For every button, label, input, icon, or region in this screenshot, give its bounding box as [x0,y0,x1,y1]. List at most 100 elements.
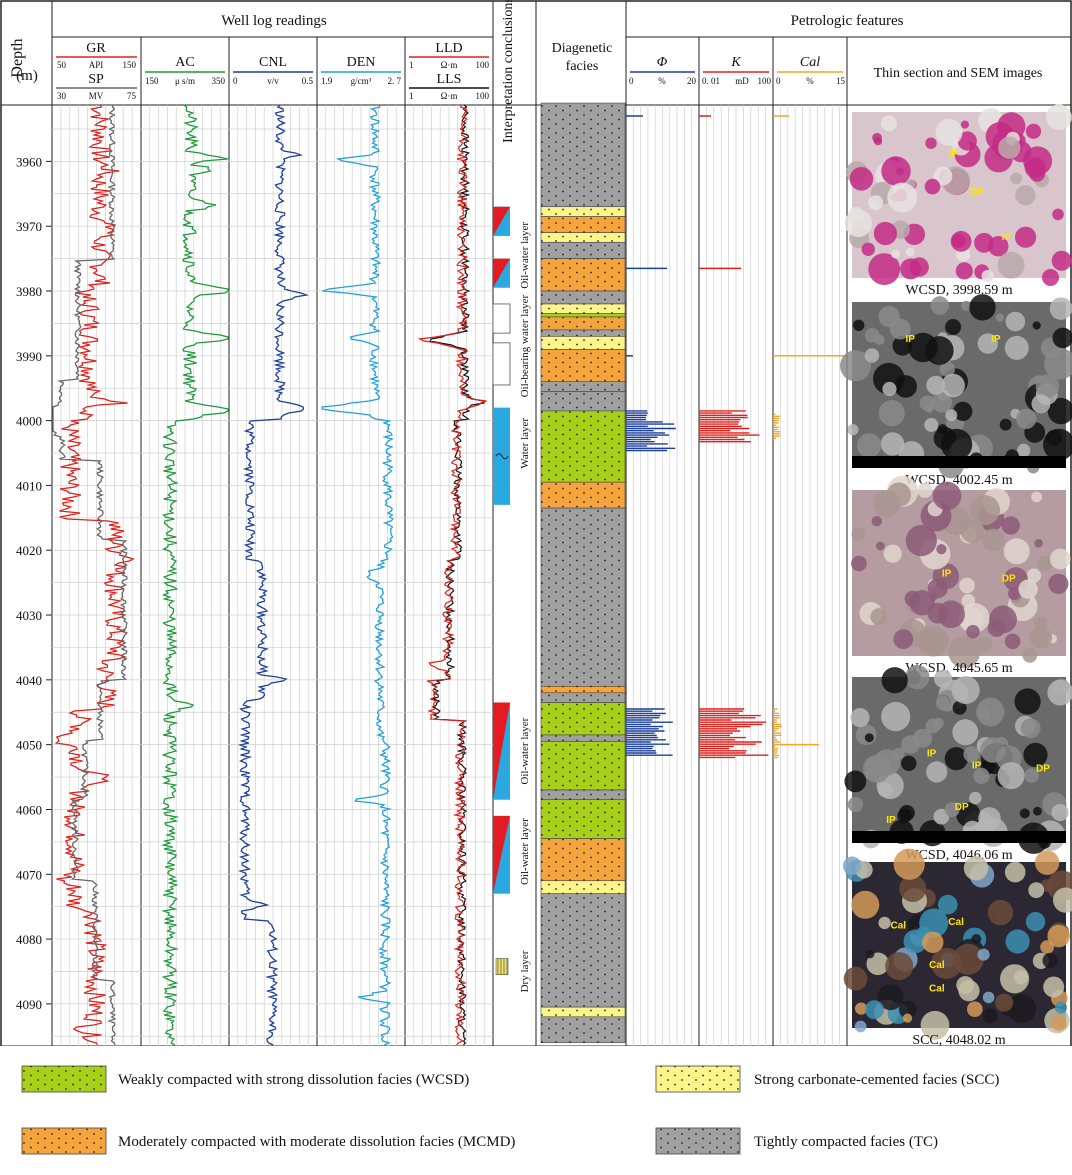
den-name: DEN [347,55,376,70]
cnl-name: CNL [259,55,287,70]
image-caption: WCSD, 3998.59 m [905,283,1012,298]
lls-min: 1 [409,91,414,101]
cal-min: 0 [776,76,781,86]
depth-tick-label: 3960 [16,154,42,169]
facies-interval [540,1006,626,1018]
depth-title: Depth [9,38,26,77]
depth-tick-label: 3990 [16,349,42,364]
interpretation-column: Oil-water layer Oil-bearing water layer Wa… [492,206,531,992]
image-caption: WCSD, 4045.65 m [905,661,1012,676]
pore-label: IP [927,749,937,760]
pore-label: Cal [929,960,945,971]
depth-tick-label: 4020 [16,543,42,558]
diag-title-1: Diagenetic [552,41,613,56]
image-caption: WCSD, 4046.06 m [905,848,1012,863]
wave-icon [495,453,509,460]
pore-label: IP [886,815,896,826]
phi-name: Φ [657,55,668,70]
interpretation-label: Oil-water layer [519,222,531,289]
depth-tick-label: 3980 [16,284,42,299]
interpretation-label: Oil-bearing water layer [519,294,531,397]
phi-max: 20 [687,76,697,86]
log-curves [52,104,487,1046]
sp-max: 75 [127,91,137,101]
pore-label: IP [942,568,952,579]
ac-min: 150 [145,76,159,86]
den-min: 1.9 [321,76,333,86]
facies-interval [540,329,626,337]
facies-interval [540,741,626,791]
image-caption: SCC, 4048.02 m [912,1033,1005,1046]
ac-unit: μ s/m [175,76,195,86]
petro-title: Petrologic features [791,13,904,29]
facies-interval [540,258,626,292]
facies-interval [540,838,626,882]
legend-label: Tightly compacted facies (TC) [754,1134,938,1150]
ac-curve [160,104,229,1046]
oil-water-symbol [493,815,510,894]
pore-label: DP [955,802,969,813]
petrologic-bars [626,115,847,759]
pore-label: IP [972,760,982,771]
den-curve [321,104,394,1046]
legend: Weakly compacted with strong dissolution… [21,1065,999,1155]
dry-symbol [495,958,509,976]
image-caption: WCSD, 4002.45 m [905,473,1012,488]
legend-item: Weakly compacted with strong dissolution… [21,1065,469,1093]
phi-min: 0 [629,76,634,86]
log-panel: Depth (m) Well log readings Interpretati… [0,0,1072,1046]
pore-label: Cal [929,983,945,994]
track-headers: GR 50 API 150 SP 30 MV 75 AC 150 μ s/m 3… [56,41,846,101]
depth-tick-label: 4050 [16,738,42,753]
depth-tick-label: 4080 [16,932,42,947]
oil-water-symbol [493,206,510,236]
facies-interval [540,410,626,483]
gr-min: 50 [57,60,67,70]
oil-water-symbol [493,258,510,288]
legend-item: Tightly compacted facies (TC) [655,1127,938,1155]
lls-curve [429,104,485,1046]
facies-interval [540,789,626,801]
cnl-max: 0.5 [302,76,314,86]
legend-label: Moderately compacted with moderate disso… [118,1134,515,1150]
pore-label: DP [1002,573,1016,584]
sp-unit: MV [89,91,104,101]
image-column: IP DP IP WCSD, 3998.59 m IP IP WCSD, 4002.45 m… [840,104,1072,1046]
k-name: K [730,55,741,70]
thin-title: Thin section and SEM images [874,66,1043,81]
cnl-min: 0 [233,76,238,86]
ac-name: AC [175,55,194,70]
micrograph: IP DP IP WCSD, 3998.59 m [844,104,1072,298]
depth-tick-label: 4060 [16,802,42,817]
facies-interval [540,316,626,331]
gr-max: 150 [123,60,137,70]
micrograph: IP IP WCSD, 4002.45 m [840,294,1072,488]
depth-axis: 3960 3970 3980 3990 4000 4010 4020 4030 4040 4050… [16,154,52,1012]
cal-max: 15 [836,76,846,86]
k-unit: mD [735,76,749,86]
interpretation-label: Dry layer [519,950,531,992]
facies-interval [540,702,626,736]
pore-label: IP [1002,232,1012,243]
facies-interval [540,880,626,895]
lls-unit: Ω·m [441,91,458,101]
facies-interval [540,313,626,318]
den-max: 2. 7 [388,76,402,86]
depth-tick-label: 4010 [16,478,42,493]
cal-name: Cal [800,55,820,70]
lls-max: 100 [476,91,490,101]
pore-label: IP [991,334,1001,345]
micrograph: Cal Cal Cal Cal SCC, 4048.02 m [842,848,1072,1046]
depth-tick-label: 3970 [16,219,42,234]
facies-interval [540,349,626,383]
facies-interval [540,336,626,350]
facies-interval [540,507,626,687]
lls-name: LLS [437,72,462,87]
facies-interval [540,206,626,217]
depth-tick-label: 4000 [16,414,42,429]
depth-tick-label: 4030 [16,608,42,623]
facies-interval [540,799,626,839]
facies-interval [540,290,626,305]
depth-tick-label: 4070 [16,867,42,882]
